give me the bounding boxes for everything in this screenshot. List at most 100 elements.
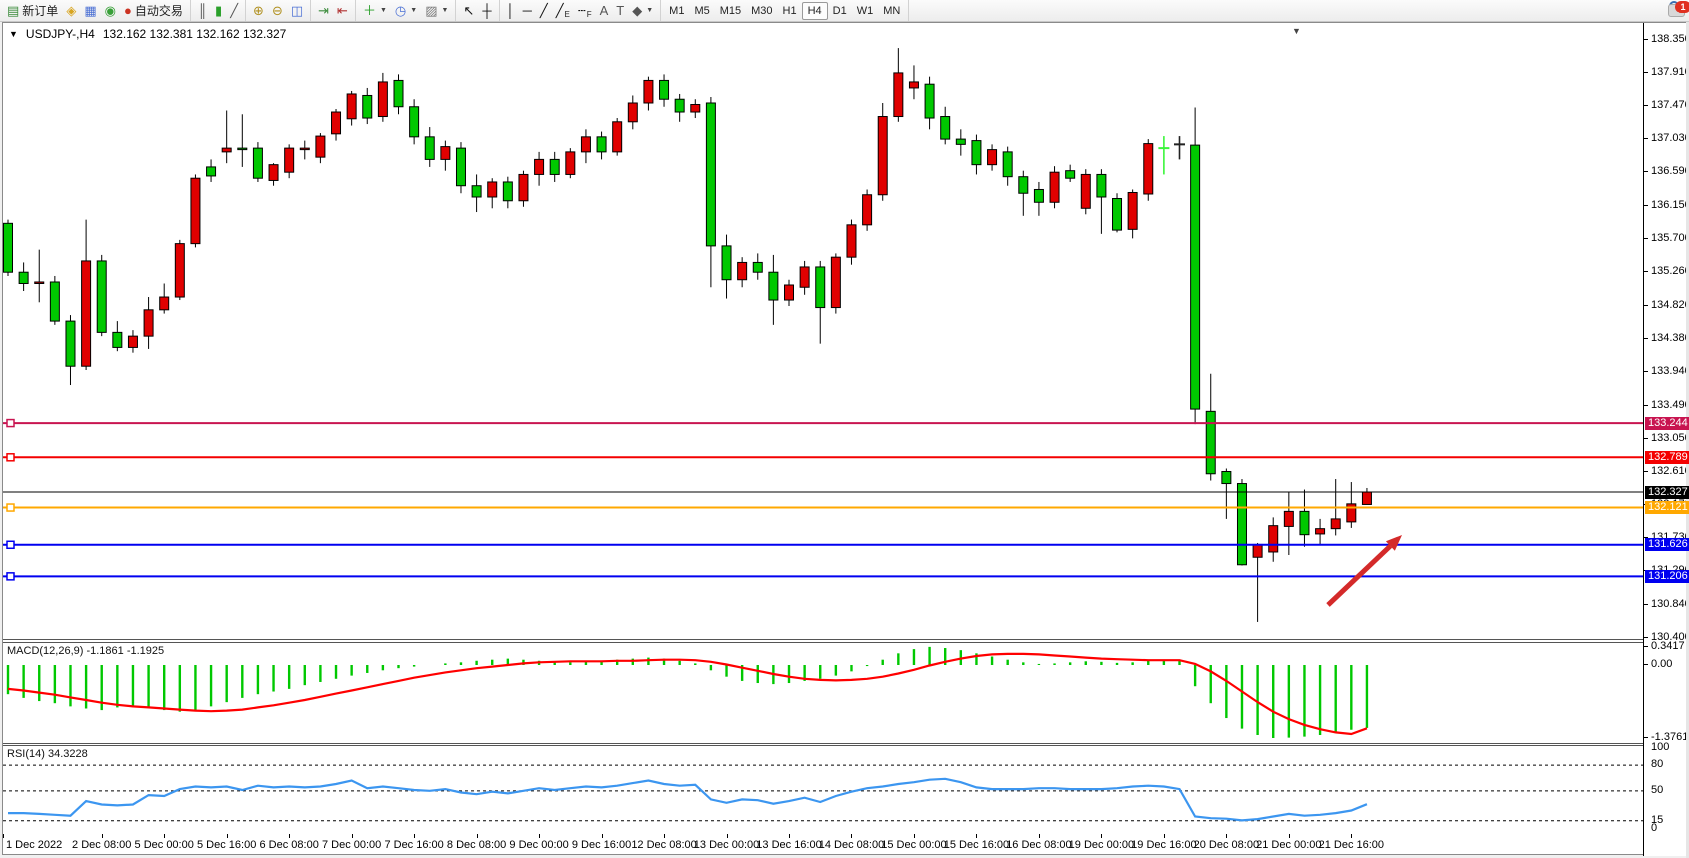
timeframe-m5-button[interactable]: M5	[694, 4, 710, 17]
equidistant-channel-button[interactable]: ╱ E	[552, 2, 574, 20]
text-button[interactable]: A	[596, 2, 613, 20]
autotrading-button[interactable]: ● 自动交易	[120, 2, 187, 20]
toolbar-group: ⇥ ⇤	[311, 0, 356, 21]
time-axis[interactable]: 1 Dec 2022 2 Dec 08:00 5 Dec 00:00 5 Dec 16…	[3, 834, 1643, 854]
chart-shift-marker[interactable]: ▼	[1292, 26, 1301, 36]
trendline-button[interactable]: ╱	[536, 2, 552, 20]
time-tick	[1038, 834, 1040, 838]
time-tick	[476, 834, 478, 838]
rsi-canvas[interactable]	[3, 746, 1643, 834]
time-label: 7 Dec 16:00	[384, 839, 444, 851]
candlestick-type-button[interactable]: ▮	[211, 2, 226, 20]
ohlc-values-label: 132.162 132.381 132.162 132.327	[102, 27, 287, 41]
chevron-down-icon[interactable]: ▼	[379, 7, 387, 14]
tile-windows-button[interactable]: ◫	[287, 2, 307, 20]
zoom-out-button[interactable]: ⊖	[268, 2, 287, 20]
fibonacci-button[interactable]: ┄ F	[574, 2, 596, 20]
chart-title: ▼ USDJPY-,H4 132.162 132.381 132.162 132…	[9, 27, 286, 41]
add-indicator-button[interactable]: ＋ ▼	[359, 2, 391, 20]
template-button[interactable]: ▨ ▼	[421, 2, 452, 20]
price-tick	[1644, 536, 1648, 538]
price-tick-label: 130.840	[1651, 597, 1689, 610]
crosshair-button[interactable]: ┼	[478, 2, 495, 20]
macd-canvas[interactable]	[3, 643, 1643, 743]
cursor-button[interactable]: ↖	[459, 2, 478, 20]
price-label-badge: 132.327	[1645, 485, 1689, 499]
rsi-pane[interactable]: RSI(14) 34.3228	[3, 745, 1643, 835]
chevron-down-icon[interactable]: ▼	[646, 7, 654, 14]
text-label-button[interactable]: T	[612, 2, 628, 20]
timeframe-w1-button[interactable]: W1	[856, 4, 874, 17]
price-tick	[1644, 171, 1648, 173]
time-label: 2 Dec 08:00	[72, 839, 132, 851]
notifications-icon[interactable]: 1	[1668, 1, 1689, 17]
period-button[interactable]: ◷ ▼	[391, 2, 421, 20]
horizontal-line-button[interactable]: ─	[519, 2, 536, 20]
timeframe-mn-button[interactable]: MN	[883, 4, 901, 17]
timeframe-m15-button[interactable]: M15	[719, 4, 742, 17]
styler-button[interactable]: ◈	[62, 2, 80, 20]
time-tick	[414, 834, 416, 838]
price-tick	[1644, 470, 1648, 472]
price-tick-label: 134.820	[1651, 298, 1689, 311]
chevron-down-icon[interactable]: ▼	[441, 7, 449, 14]
zoom-in-button[interactable]: ⊕	[249, 2, 268, 20]
price-axis[interactable]: 138.350 137.910 137.470 137.030 136.590 136.1…	[1643, 23, 1689, 856]
open-chart-window-button[interactable]: ▦	[80, 2, 100, 20]
price-chart-canvas[interactable]	[3, 25, 1643, 639]
timeframe-m30-button[interactable]: M30	[751, 4, 773, 17]
price-tick	[1644, 337, 1648, 339]
time-tick	[1288, 834, 1290, 838]
time-tick	[164, 834, 166, 838]
open-chart-window-icon: ▦	[84, 2, 97, 18]
macd-tick-label: 0.00	[1651, 657, 1673, 670]
price-tick-label: 133.940	[1651, 364, 1689, 377]
timeframe-m1-button[interactable]: M1	[669, 4, 685, 17]
new-order-button[interactable]: ▤ 新订单	[3, 2, 62, 20]
time-tick	[851, 834, 853, 838]
trendline-icon: ╱	[539, 2, 548, 18]
icon-subscript: E	[564, 9, 570, 19]
time-tick	[289, 834, 291, 838]
timeframe-h4-button[interactable]: H4	[801, 1, 828, 20]
time-label: 7 Dec 00:00	[321, 839, 382, 851]
time-tick	[601, 834, 603, 838]
tile-windows-icon: ◫	[290, 2, 304, 18]
signals-button[interactable]: ◉	[101, 2, 120, 20]
price-label-badge: 132.121	[1645, 501, 1689, 515]
time-tick	[539, 834, 541, 838]
price-tick-label: 132.610	[1651, 464, 1689, 477]
main-chart-pane[interactable]	[3, 25, 1643, 640]
annotation-arrow[interactable]	[1326, 544, 1393, 607]
time-label: 1 Dec 2022	[6, 839, 63, 851]
timeframe-group: M1 M5 M15 M30 H1 H4 D1 W1 MN	[661, 0, 910, 21]
arrows-button[interactable]: ◆ ▼	[628, 2, 657, 20]
price-tick	[1644, 271, 1648, 273]
macd-pane[interactable]: MACD(12,26,9) -1.1861 -1.1925	[3, 642, 1643, 744]
vertical-line-button[interactable]: │	[503, 2, 519, 20]
collapse-objects-icon[interactable]: ▼	[9, 29, 18, 39]
text-label-icon: T	[616, 2, 625, 18]
macd-tick	[1644, 736, 1648, 738]
price-tick-label: 137.910	[1651, 66, 1689, 79]
autoscroll-icon: ⇥	[318, 2, 330, 18]
timeframe-h1-button[interactable]: H1	[782, 4, 797, 17]
price-label-badge: 131.626	[1645, 538, 1689, 552]
price-label-badge: 132.789	[1645, 450, 1689, 464]
period-icon: ◷	[394, 2, 407, 18]
time-label: 8 Dec 08:00	[446, 839, 507, 851]
chart-shift-button[interactable]: ⇤	[333, 2, 352, 20]
price-tick	[1644, 238, 1648, 240]
price-tick	[1644, 370, 1648, 372]
toolbar-group: ▤ 新订单 ◈ ▦ ◉ ● 自动交易	[0, 0, 191, 21]
time-label: 21 Dec 00:00	[1256, 839, 1322, 851]
line-chart-type-button[interactable]: ╱	[226, 2, 242, 20]
rsi-tick-label: 0	[1651, 822, 1658, 834]
macd-tick-label: 0.3417	[1651, 639, 1685, 652]
timeframe-d1-button[interactable]: D1	[832, 4, 847, 17]
time-tick	[976, 834, 978, 838]
bar-chart-type-button[interactable]: ║	[194, 2, 211, 20]
chevron-down-icon[interactable]: ▼	[410, 7, 418, 14]
arrows-icon: ◆	[632, 2, 643, 18]
autoscroll-button[interactable]: ⇥	[314, 2, 333, 20]
